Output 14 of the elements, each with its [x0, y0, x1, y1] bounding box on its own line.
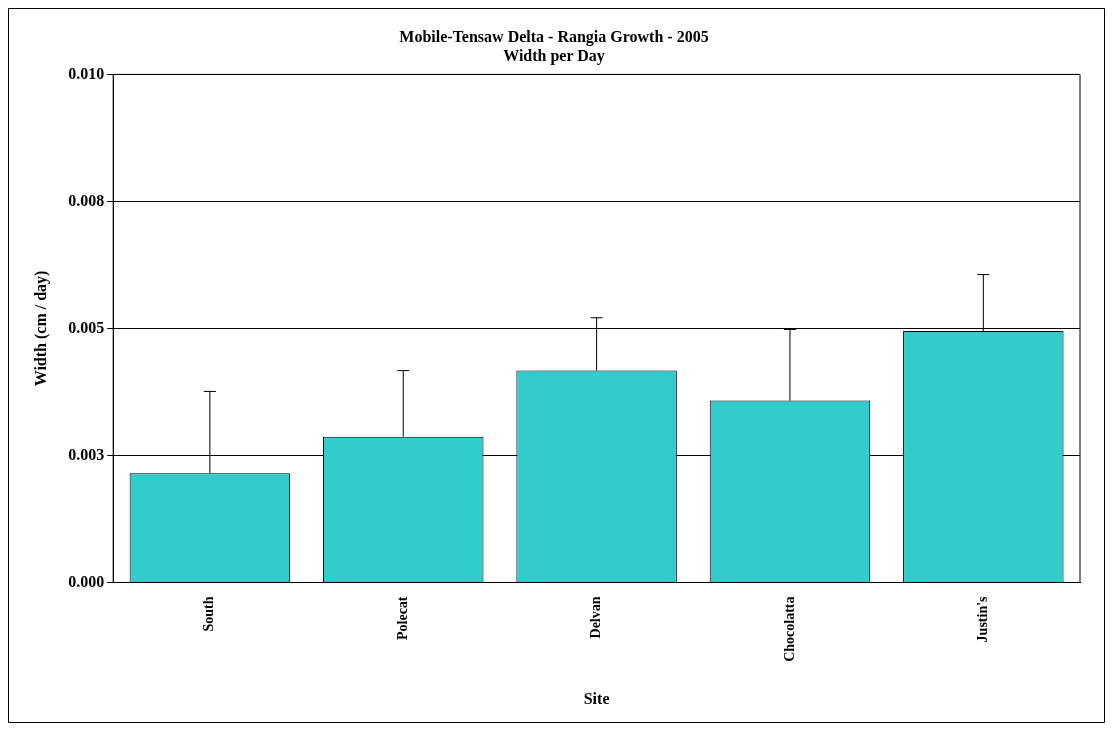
x-tick-label: Polecat: [394, 596, 410, 641]
y-tick-label: 0.008: [68, 191, 105, 209]
x-axis-title: Site: [583, 689, 610, 707]
chart-subtitle: Width per Day: [503, 46, 605, 65]
y-tick-label: 0.000: [68, 572, 105, 590]
y-tick-label: 0.003: [68, 445, 105, 463]
y-tick-label: 0.005: [68, 318, 105, 336]
x-tick-label: Delvan: [588, 596, 604, 639]
y-axis-title: Width (cm / day): [31, 270, 50, 387]
chart-title: Mobile-Tensaw Delta - Rangia Growth - 2005: [399, 27, 709, 46]
x-tick-label: South: [201, 596, 217, 632]
x-tick-label: Chocolatta: [781, 596, 797, 662]
y-tick-label: 0.010: [68, 64, 105, 82]
x-tick-label: Justin's: [974, 595, 990, 643]
